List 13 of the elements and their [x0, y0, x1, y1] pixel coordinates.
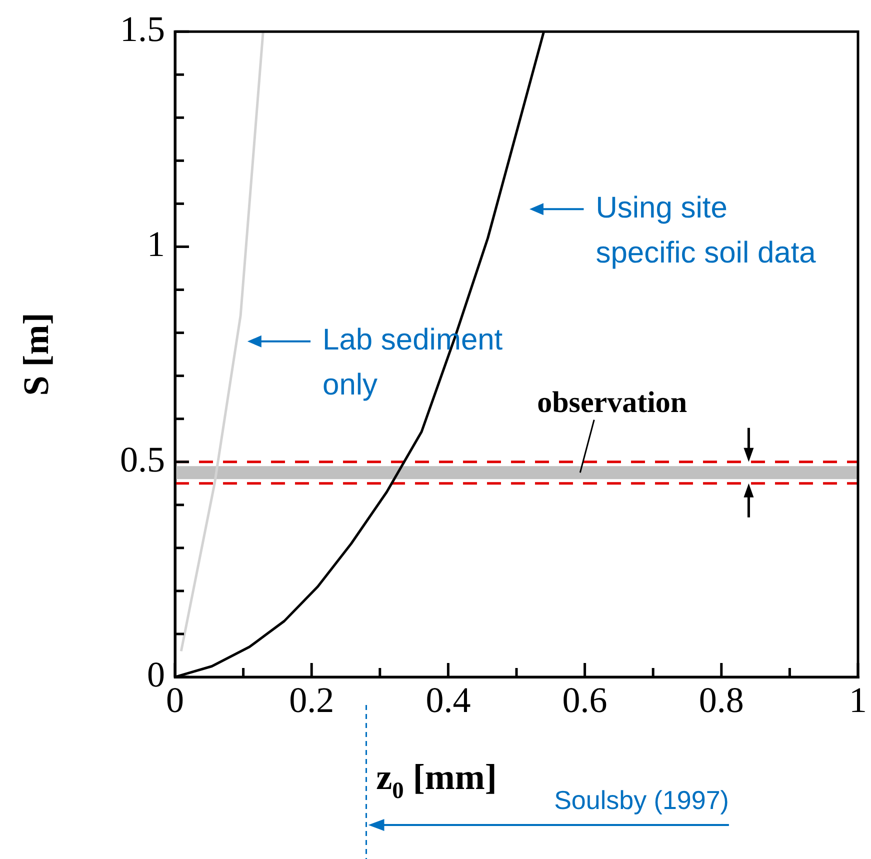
- y-tick-label: 1: [147, 224, 165, 264]
- x-tick-label: 0.6: [562, 680, 608, 720]
- y-tick-label: 0: [147, 654, 165, 694]
- x-tick-label: 0.2: [289, 680, 334, 720]
- y-axis-title: S [m]: [16, 312, 56, 396]
- band-label: observation: [537, 386, 688, 419]
- text: Soulsby (1997): [554, 785, 729, 815]
- annotation: Using site specific soil data: [596, 191, 816, 270]
- x-tick-label: 1: [849, 680, 867, 720]
- y-tick-label: 0.5: [120, 439, 165, 480]
- y-tick-label: 1.5: [120, 9, 165, 50]
- x-tick-label: 0.4: [426, 680, 471, 720]
- x-tick-label: 0.8: [698, 680, 744, 720]
